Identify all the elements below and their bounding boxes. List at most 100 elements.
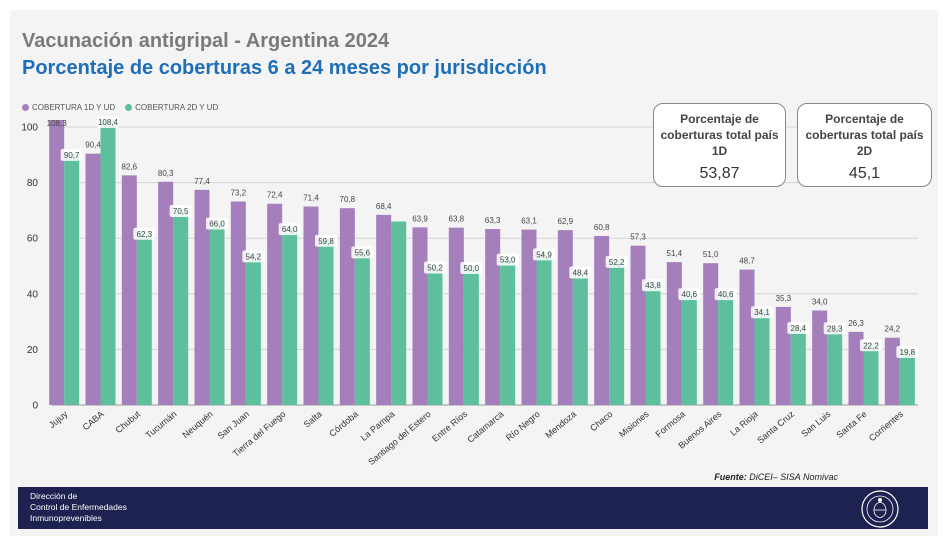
x-tick-label: Jujuy [47, 409, 70, 430]
legend: COBERTURA 1D Y UD COBERTURA 2D Y UD [22, 103, 218, 112]
bar-2d [754, 310, 770, 405]
x-tick-label: Catamarca [465, 409, 505, 445]
data-label-1d: 73,2 [231, 189, 247, 198]
data-label-1d: 108,3 [47, 119, 68, 128]
data-label-2d: 54,2 [246, 252, 262, 261]
data-label-2d: 70,5 [173, 207, 189, 216]
ministry-seal-icon [861, 490, 899, 528]
x-tick-label: Río Negro [504, 409, 542, 443]
x-tick-label: Entre Ríos [430, 409, 469, 444]
data-label-bg [533, 248, 555, 261]
data-label-bg [351, 246, 374, 259]
data-label-bg [496, 253, 519, 266]
data-label-bg [206, 217, 228, 230]
data-label-bg [569, 266, 592, 279]
data-label-bg [315, 234, 337, 247]
data-label-2d: 48,4 [573, 268, 589, 277]
footer-bar: Dirección de Control de Enfermedades Inm… [18, 487, 928, 529]
bar-2d [645, 283, 661, 405]
bar-2d [899, 349, 915, 405]
data-label-1d: 34,0 [812, 297, 828, 306]
data-label-2d: 53,0 [500, 256, 516, 265]
data-label-1d: 63,8 [449, 215, 465, 224]
bar-2d [173, 209, 189, 405]
data-label-1d: 26,3 [848, 319, 864, 328]
x-tick-label: Misiones [617, 409, 651, 440]
bar-2d [681, 292, 697, 405]
y-tick-label: 60 [27, 234, 39, 245]
bar-1d [230, 201, 246, 405]
bar-2d [100, 120, 116, 405]
data-label-bg [787, 322, 810, 335]
bar-1d [775, 306, 791, 405]
footer-line-2: Control de Enfermedades [30, 502, 127, 512]
data-label-bg [605, 255, 628, 268]
bar-1d [884, 337, 900, 405]
bar-1d [703, 263, 719, 405]
data-label-2d: 34,1 [754, 308, 770, 317]
bar-2d [136, 231, 152, 405]
bar-1d [448, 227, 464, 405]
legend-swatch-1d [22, 104, 29, 111]
bar-2d [318, 238, 334, 405]
data-label-2d: 54,9 [536, 250, 552, 259]
legend-item-1d: COBERTURA 1D Y UD [22, 103, 115, 112]
bar-1d [485, 229, 501, 405]
y-tick-label: 80 [27, 178, 39, 189]
x-tick-label: Santa Cruz [755, 409, 796, 446]
x-tick-label: San Luis [799, 409, 833, 439]
y-tick-label: 20 [27, 345, 39, 356]
x-tick-label: Santa Fe [834, 409, 868, 440]
data-label-2d: 28,3 [827, 324, 843, 333]
data-label-1d: 72,4 [267, 191, 283, 200]
bar-1d [267, 203, 283, 405]
bar-1d [848, 331, 864, 405]
data-label-bg [751, 306, 773, 319]
x-tick-label: Formosa [653, 409, 687, 439]
data-label-1d: 80,3 [158, 169, 174, 178]
chart-title: Vacunación antigripal - Argentina 2024 [22, 30, 390, 52]
bar-2d [536, 252, 552, 405]
x-tick-label: Chubut [113, 409, 142, 436]
data-label-bg [242, 250, 265, 263]
legend-label-1d: COBERTURA 1D Y UD [32, 103, 116, 112]
data-label-1d: 63,9 [412, 214, 428, 223]
kpi-label-1d: Porcentaje de coberturas total país 1D [660, 112, 779, 158]
data-label-2d: 66,0 [209, 220, 225, 229]
source-text: DiCEI– SISA Nomivac [749, 472, 838, 482]
bar-2d [572, 270, 588, 405]
data-label-bg [678, 288, 701, 301]
data-label-bg [169, 205, 192, 218]
y-tick-label: 100 [21, 123, 38, 134]
footer-line-1: Dirección de [30, 491, 78, 501]
bar-1d [630, 245, 646, 405]
data-label-1d: 51,4 [667, 249, 683, 258]
data-label-2d: 55,6 [355, 248, 371, 257]
data-label-1d: 62,9 [558, 217, 574, 226]
data-label-1d: 63,1 [521, 217, 537, 226]
bar-2d [863, 343, 879, 405]
bar-1d [666, 262, 682, 405]
legend-swatch-2d [125, 104, 133, 111]
data-label-bg [60, 148, 83, 161]
data-label-bg [823, 322, 846, 335]
data-label-2d: 90,7 [64, 151, 80, 160]
bar-2d [609, 259, 625, 405]
legend-item-2d: COBERTURA 2D Y UD [125, 103, 218, 112]
data-label-1d: 51,0 [703, 250, 719, 259]
data-label-bg [896, 345, 919, 358]
data-label-1d: 68,4 [376, 202, 392, 211]
source-note: Fuente: DiCEI– SISA Nomivac [714, 472, 838, 482]
x-tick-label: La Rioja [728, 409, 760, 438]
x-tick-label: Córdoba [327, 409, 360, 439]
data-label-2d: 43,8 [645, 281, 661, 290]
data-label-2d: 62,3 [137, 230, 153, 239]
data-label-bg [642, 279, 664, 292]
data-label-2d: 64,0 [282, 225, 298, 234]
bar-1d [121, 175, 137, 405]
kpi-value-2d: 45,1 [848, 165, 881, 182]
x-tick-label: CABA [81, 409, 106, 432]
bar-2d [427, 265, 443, 405]
bar-2d [790, 326, 806, 405]
